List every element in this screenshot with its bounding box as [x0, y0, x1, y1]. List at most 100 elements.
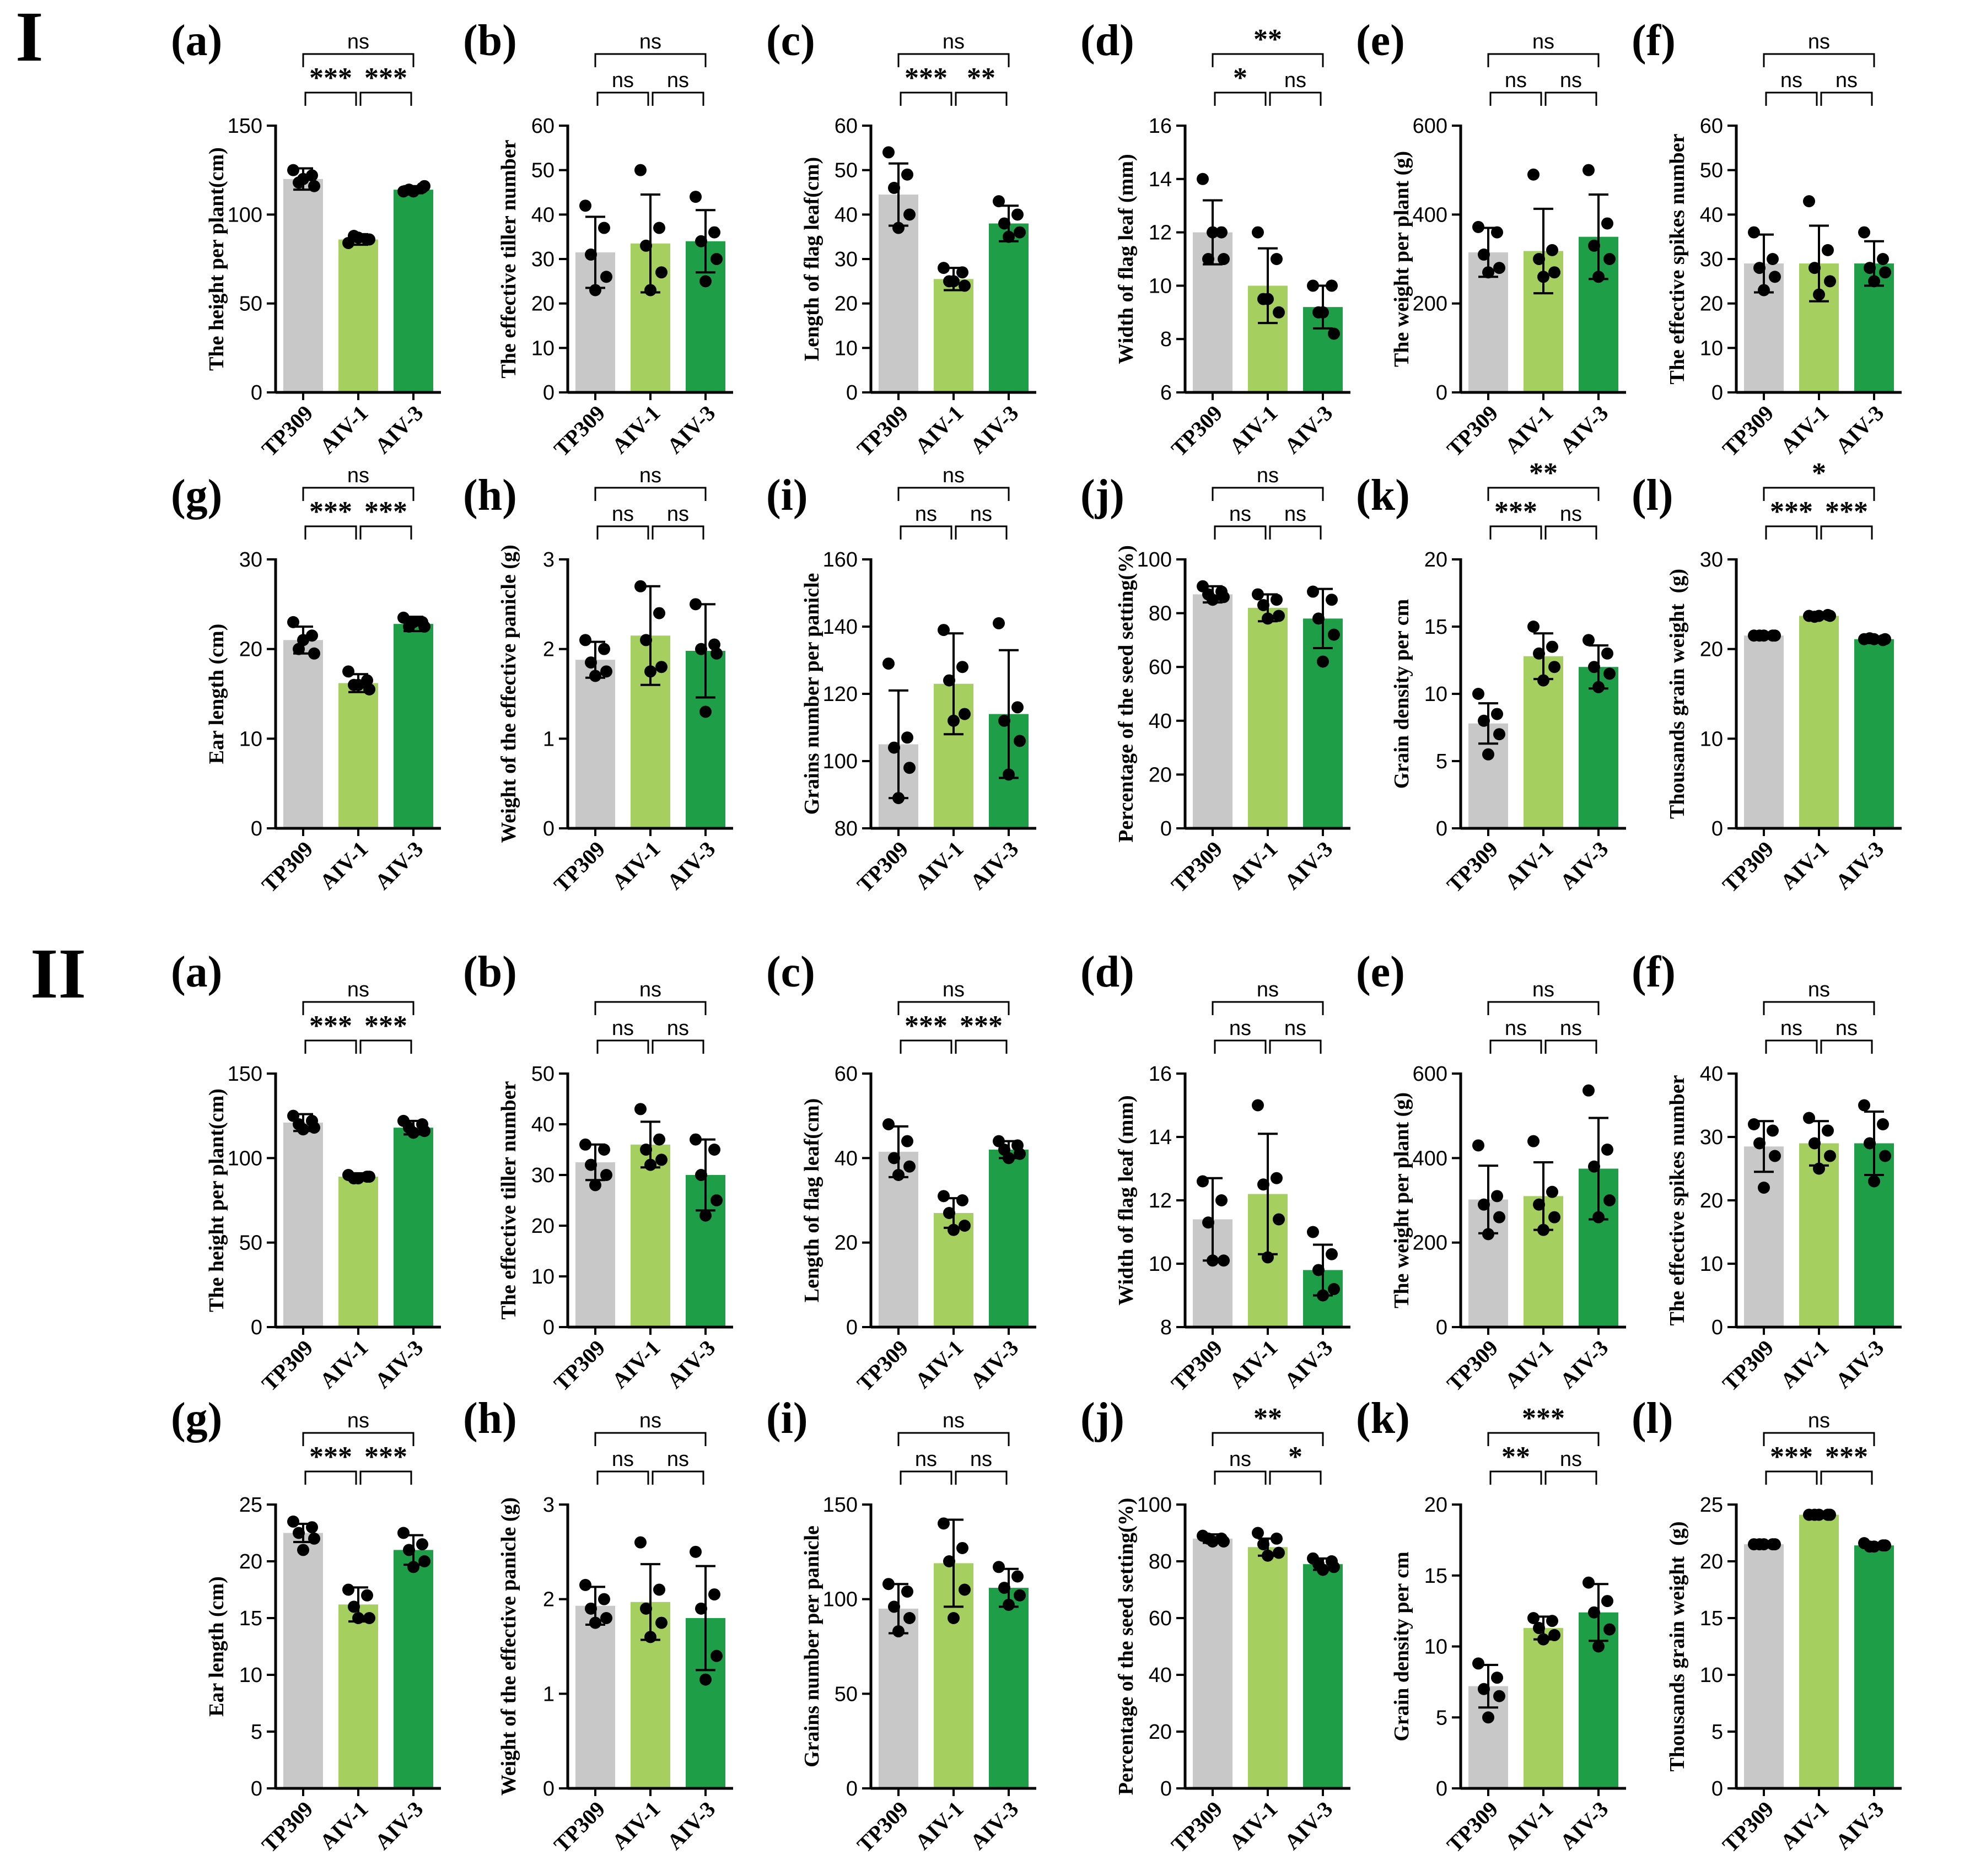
data-point: [1758, 284, 1770, 297]
data-point: [711, 1649, 723, 1662]
data-point: [1546, 1185, 1558, 1198]
y-tick-label: 40: [1149, 1664, 1172, 1687]
data-point: [1767, 253, 1779, 265]
significance-left-label: ***: [1770, 496, 1813, 527]
data-point: [1202, 253, 1214, 265]
data-point: [1003, 1152, 1015, 1165]
significance-left-bracket: [900, 1039, 952, 1054]
significance-right-label: ***: [364, 1441, 407, 1473]
significance-left-label: ***: [309, 496, 352, 527]
significance-left-label: ns: [1780, 1017, 1802, 1040]
data-point: [1808, 262, 1821, 274]
data-point: [1257, 599, 1269, 611]
data-point: [1482, 748, 1494, 761]
data-point: [1868, 1540, 1880, 1553]
y-tick-label: 20: [1149, 1721, 1172, 1744]
data-point: [1592, 271, 1605, 283]
data-point: [1877, 253, 1889, 265]
data-point: [598, 1144, 610, 1156]
y-tick-label: 80: [1149, 602, 1172, 626]
bar-tp309: [1193, 1538, 1232, 1788]
data-point: [1197, 172, 1209, 185]
data-point: [699, 1673, 712, 1686]
bar-aiv-3: [1854, 1545, 1894, 1788]
y-tick-label: 600: [1413, 115, 1447, 138]
data-point: [1472, 1139, 1484, 1152]
data-point: [1262, 1251, 1274, 1264]
significance-left-bracket: [1214, 91, 1267, 106]
data-point: [1493, 1690, 1505, 1702]
significance-left-label: ***: [905, 1010, 948, 1042]
y-tick-label: 100: [823, 1588, 858, 1611]
data-point: [644, 1631, 656, 1643]
data-point: [1326, 594, 1338, 606]
panel-letter: (i): [766, 471, 808, 520]
data-point: [1218, 1535, 1230, 1548]
y-tick-label: 3: [543, 548, 555, 572]
data-point: [695, 235, 707, 247]
data-point: [948, 275, 960, 288]
bar-aiv-3: [394, 190, 433, 392]
y-tick-label: 10: [1149, 1253, 1172, 1276]
data-point: [1877, 1118, 1889, 1130]
data-point: [959, 708, 971, 720]
y-axis-title: Length of flag leaf(cm): [800, 157, 823, 361]
data-point: [888, 1152, 900, 1165]
data-point: [1493, 262, 1505, 274]
y-tick-label: 0: [1711, 817, 1723, 840]
data-point: [1601, 1595, 1613, 1608]
data-point: [655, 661, 668, 673]
y-tick-label: 20: [1700, 1189, 1723, 1212]
significance-left-label: ns: [1229, 503, 1251, 526]
data-point: [1767, 1124, 1779, 1137]
data-point: [640, 1144, 652, 1156]
y-tick-label: 0: [251, 381, 262, 405]
bar-aiv-3: [989, 1150, 1029, 1327]
data-point: [598, 1593, 610, 1605]
y-tick-label: 30: [531, 1164, 555, 1187]
data-point: [1548, 661, 1560, 673]
significance-top-bracket: [1212, 1432, 1324, 1446]
y-axis-title: Thousands grain weight (g): [1666, 569, 1689, 819]
y-tick-label: 400: [1413, 203, 1447, 227]
significance-right-label: ***: [364, 496, 407, 527]
data-point: [903, 1160, 916, 1173]
data-point: [882, 1578, 895, 1591]
y-tick-label: 60: [1700, 115, 1723, 138]
data-point: [1803, 195, 1815, 208]
y-tick-label: 0: [1711, 1777, 1723, 1800]
bar-tp309: [283, 179, 323, 392]
y-tick-label: 0: [251, 817, 262, 840]
y-axis-title: Ear length (cm): [205, 1576, 228, 1717]
significance-top-bracket: [594, 53, 707, 67]
y-tick-label: 15: [239, 1607, 262, 1630]
panel-letter: (b): [463, 17, 517, 65]
y-tick-label: 10: [1700, 1253, 1723, 1276]
bar-tp309: [1744, 1146, 1784, 1327]
data-point: [1273, 1213, 1285, 1226]
data-point: [644, 665, 656, 678]
data-point: [938, 262, 950, 274]
data-point: [943, 1555, 955, 1567]
significance-top-bracket: [302, 487, 415, 501]
data-point: [956, 1194, 968, 1206]
y-tick-label: 40: [531, 1113, 555, 1136]
y-axis-title: The height per plant(cm): [205, 147, 228, 371]
data-point: [1864, 262, 1876, 274]
data-point: [708, 226, 720, 239]
data-point: [959, 1583, 971, 1596]
data-point: [959, 1220, 971, 1232]
data-point: [1533, 1622, 1545, 1635]
data-point: [892, 1169, 905, 1181]
data-point: [1271, 1532, 1283, 1545]
data-point: [1879, 1539, 1891, 1552]
bar-tp309: [879, 1608, 918, 1788]
y-tick-label: 20: [1424, 1494, 1447, 1517]
y-tick-label: 20: [239, 1550, 262, 1573]
data-point: [998, 1582, 1010, 1594]
data-point: [1533, 647, 1545, 660]
data-point: [943, 1207, 955, 1219]
data-point: [1748, 226, 1760, 239]
